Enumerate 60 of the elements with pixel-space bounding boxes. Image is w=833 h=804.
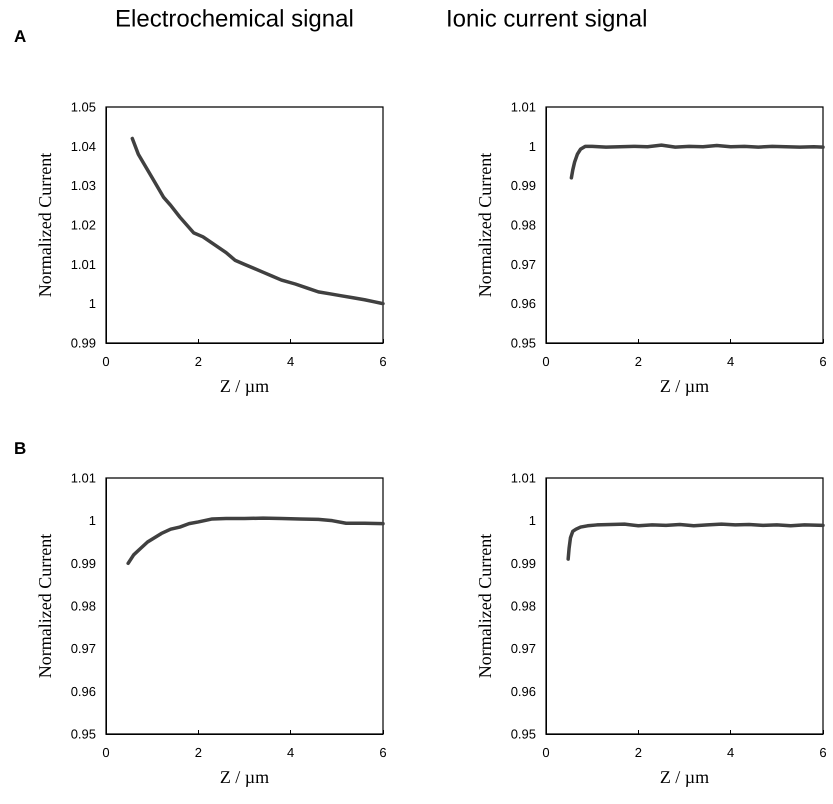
y-tick-label: 1 xyxy=(528,513,536,528)
y-tick-label: 1.05 xyxy=(70,100,96,114)
y-tick-label: 0.99 xyxy=(510,178,536,194)
line-series xyxy=(566,522,825,561)
y-axis-title: Normalized Current xyxy=(475,152,495,298)
y-tick-label: 0.96 xyxy=(70,684,96,699)
y-tick-label: 0.99 xyxy=(510,556,536,571)
x-tick-label: 4 xyxy=(727,745,734,760)
y-tick-label: 1.04 xyxy=(70,138,96,154)
x-axis-title: Z / µm xyxy=(220,767,270,787)
chart-title: Electrochemical signal xyxy=(115,6,354,32)
y-tick-label: 1.01 xyxy=(510,100,536,114)
x-tick-label: 2 xyxy=(194,745,202,760)
x-tick-label: 0 xyxy=(542,745,550,760)
y-tick-label: 1.01 xyxy=(70,470,96,486)
x-tick-label: 2 xyxy=(634,745,642,760)
y-tick-label: 0.98 xyxy=(510,598,536,614)
x-axis-title: Z / µm xyxy=(660,376,710,396)
y-tick-label: 0.98 xyxy=(70,598,96,614)
x-tick-label: 4 xyxy=(287,745,294,760)
y-axis-title: Normalized Current xyxy=(35,152,55,298)
x-tick-label: 2 xyxy=(634,354,642,369)
text: B xyxy=(14,439,26,458)
y-tick-label: 0.95 xyxy=(510,726,536,742)
text: A xyxy=(14,27,26,46)
x-tick-label: 4 xyxy=(727,354,734,369)
y-tick-label: 0.99 xyxy=(70,556,96,571)
y-tick-label: 1.03 xyxy=(70,178,96,194)
y-tick-label: 1 xyxy=(88,513,96,528)
line-series xyxy=(126,516,385,566)
y-tick-label: 0.98 xyxy=(510,218,536,232)
x-tick-label: 2 xyxy=(194,354,202,369)
y-tick-label: 1.01 xyxy=(70,256,96,272)
y-tick-label: 0.95 xyxy=(70,726,96,742)
x-axis-title: Z / µm xyxy=(660,767,710,787)
line-series xyxy=(130,136,385,306)
y-tick-label: 0.97 xyxy=(510,256,536,272)
line-series xyxy=(570,143,825,180)
x-tick-label: 6 xyxy=(379,745,387,760)
x-axis-title: Z / µm xyxy=(220,376,270,396)
y-tick-label: 1 xyxy=(528,138,536,154)
y-tick-label: 0.99 xyxy=(70,336,96,350)
y-axis-title: Normalized Current xyxy=(35,534,55,678)
y-tick-label: 0.97 xyxy=(70,641,96,656)
y-tick-label: 1 xyxy=(88,296,96,312)
x-tick-label: 0 xyxy=(102,354,110,369)
y-tick-label: 0.95 xyxy=(510,336,536,350)
y-tick-label: 1.02 xyxy=(70,218,96,232)
x-tick-label: 0 xyxy=(542,354,550,369)
chart-title: Ionic current signal xyxy=(446,6,648,32)
x-tick-label: 6 xyxy=(819,745,827,760)
x-tick-label: 4 xyxy=(287,354,294,369)
y-tick-label: 1.01 xyxy=(510,470,536,486)
y-tick-label: 0.96 xyxy=(510,296,536,312)
x-tick-label: 6 xyxy=(819,354,827,369)
x-tick-label: 6 xyxy=(379,354,387,369)
y-axis-title: Normalized Current xyxy=(475,534,495,678)
y-tick-label: 0.97 xyxy=(510,641,536,656)
y-tick-label: 0.96 xyxy=(510,684,536,699)
x-tick-label: 0 xyxy=(102,745,110,760)
